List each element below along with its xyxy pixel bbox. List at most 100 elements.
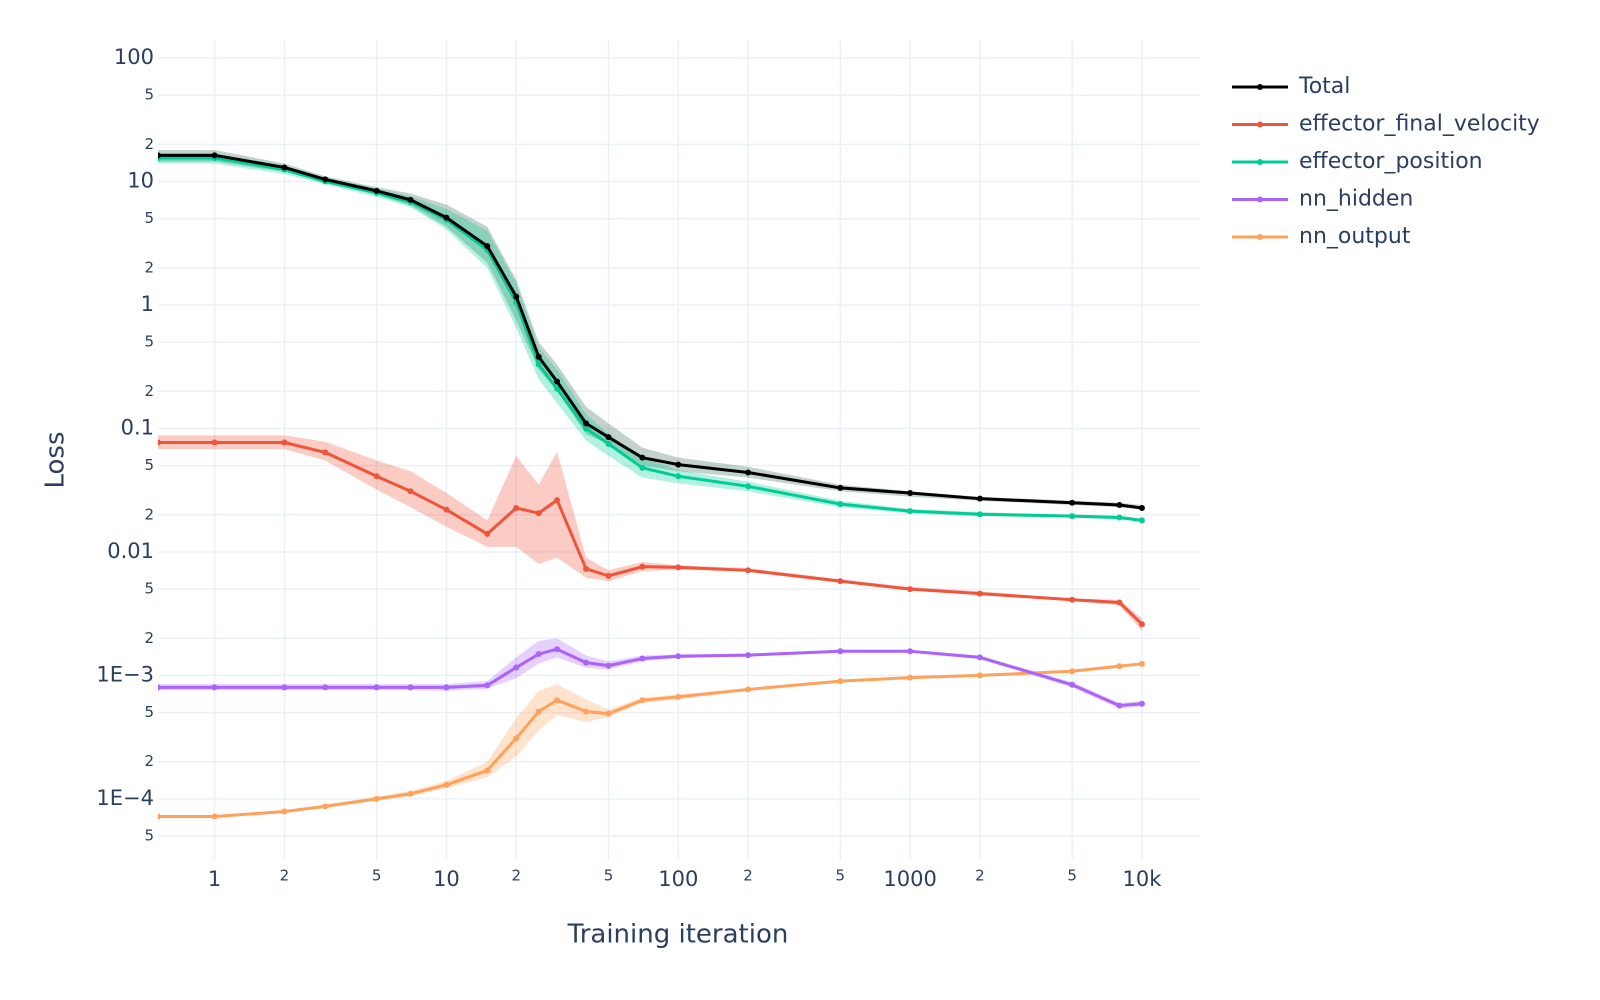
data-point xyxy=(1138,504,1145,511)
data-point xyxy=(443,214,450,221)
error-band xyxy=(158,153,1142,522)
data-point xyxy=(158,439,161,446)
data-point xyxy=(583,659,590,666)
data-point xyxy=(675,473,682,480)
data-point xyxy=(745,652,752,659)
data-point xyxy=(373,795,380,802)
data-point xyxy=(837,578,844,585)
y-tick-label: 2 xyxy=(144,505,154,523)
data-point xyxy=(554,697,561,704)
data-point xyxy=(583,420,590,427)
data-point xyxy=(1138,700,1145,707)
data-point xyxy=(281,808,288,815)
x-tick-label: 1 xyxy=(208,867,221,891)
data-point xyxy=(976,511,983,518)
y-tick-label: 2 xyxy=(144,629,154,647)
data-point xyxy=(976,654,983,661)
y-tick-label: 1 xyxy=(141,292,154,316)
data-point xyxy=(745,686,752,693)
data-point xyxy=(535,353,542,360)
y-tick-label: 10 xyxy=(127,169,154,193)
data-point xyxy=(907,648,914,655)
data-point xyxy=(281,439,288,446)
data-point xyxy=(583,708,590,715)
y-tick-label: 5 xyxy=(144,827,154,845)
data-point xyxy=(907,586,914,593)
data-point xyxy=(605,662,612,669)
data-point xyxy=(281,684,288,691)
data-point xyxy=(837,678,844,685)
y-tick-label: 1E−3 xyxy=(96,662,154,686)
series-line xyxy=(158,647,1143,708)
data-point xyxy=(513,293,520,300)
y-tick-label: 5 xyxy=(144,456,154,474)
data-point xyxy=(907,508,914,515)
data-point xyxy=(158,152,161,159)
y-tick-label: 0.01 xyxy=(107,539,154,563)
legend-marker xyxy=(1257,121,1263,128)
legend-marker xyxy=(1257,159,1263,165)
data-point xyxy=(484,530,491,537)
series-line xyxy=(158,440,1143,626)
data-point xyxy=(281,164,288,171)
legend-marker xyxy=(1257,196,1263,203)
data-point xyxy=(1116,514,1123,521)
data-point xyxy=(211,813,218,820)
data-point xyxy=(407,790,414,797)
data-point xyxy=(535,510,542,517)
data-point xyxy=(639,655,646,662)
data-point xyxy=(211,439,218,446)
data-point xyxy=(407,196,414,203)
y-axis-title: Loss xyxy=(41,431,71,488)
data-point xyxy=(1116,702,1123,709)
y-tick-label: 5 xyxy=(144,209,154,227)
data-point xyxy=(675,693,682,700)
data-point xyxy=(322,449,329,456)
data-point xyxy=(1138,660,1145,667)
data-point xyxy=(605,572,612,579)
x-axis-title: Training iteration xyxy=(567,920,789,950)
data-point xyxy=(513,664,520,671)
data-point xyxy=(443,684,450,691)
data-point xyxy=(745,483,752,490)
data-point xyxy=(513,735,520,742)
series-line xyxy=(158,662,1143,819)
legend-label: Total xyxy=(1298,74,1350,99)
data-point xyxy=(639,464,646,471)
data-point xyxy=(535,361,542,368)
data-point xyxy=(407,684,414,691)
data-point xyxy=(605,434,612,441)
grid xyxy=(158,40,1200,860)
data-point xyxy=(605,440,612,447)
legend-label: effector_final_velocity xyxy=(1299,112,1540,137)
x-tick-label: 10k xyxy=(1122,867,1162,891)
data-point xyxy=(1138,621,1145,628)
data-point xyxy=(976,495,983,502)
data-point xyxy=(745,567,752,574)
data-point xyxy=(484,767,491,774)
data-point xyxy=(373,473,380,480)
data-point xyxy=(675,461,682,468)
data-point xyxy=(1116,663,1123,670)
data-point xyxy=(158,813,161,820)
data-point xyxy=(554,378,561,385)
data-point xyxy=(554,497,561,504)
data-point xyxy=(639,454,646,461)
data-point xyxy=(158,684,161,691)
data-point xyxy=(675,653,682,660)
data-point xyxy=(373,684,380,691)
x-tick-label: 5 xyxy=(836,867,846,885)
data-point xyxy=(907,674,914,681)
data-point xyxy=(976,590,983,597)
data-point xyxy=(1069,499,1076,506)
data-point xyxy=(535,651,542,658)
data-point xyxy=(554,385,561,392)
plot-area xyxy=(158,149,1145,820)
error-band xyxy=(158,435,1142,631)
data-point xyxy=(322,684,329,691)
y-tick-label: 5 xyxy=(144,86,154,104)
data-point xyxy=(535,708,542,715)
data-point xyxy=(583,425,590,432)
series-line xyxy=(158,153,1143,510)
data-point xyxy=(745,469,752,476)
